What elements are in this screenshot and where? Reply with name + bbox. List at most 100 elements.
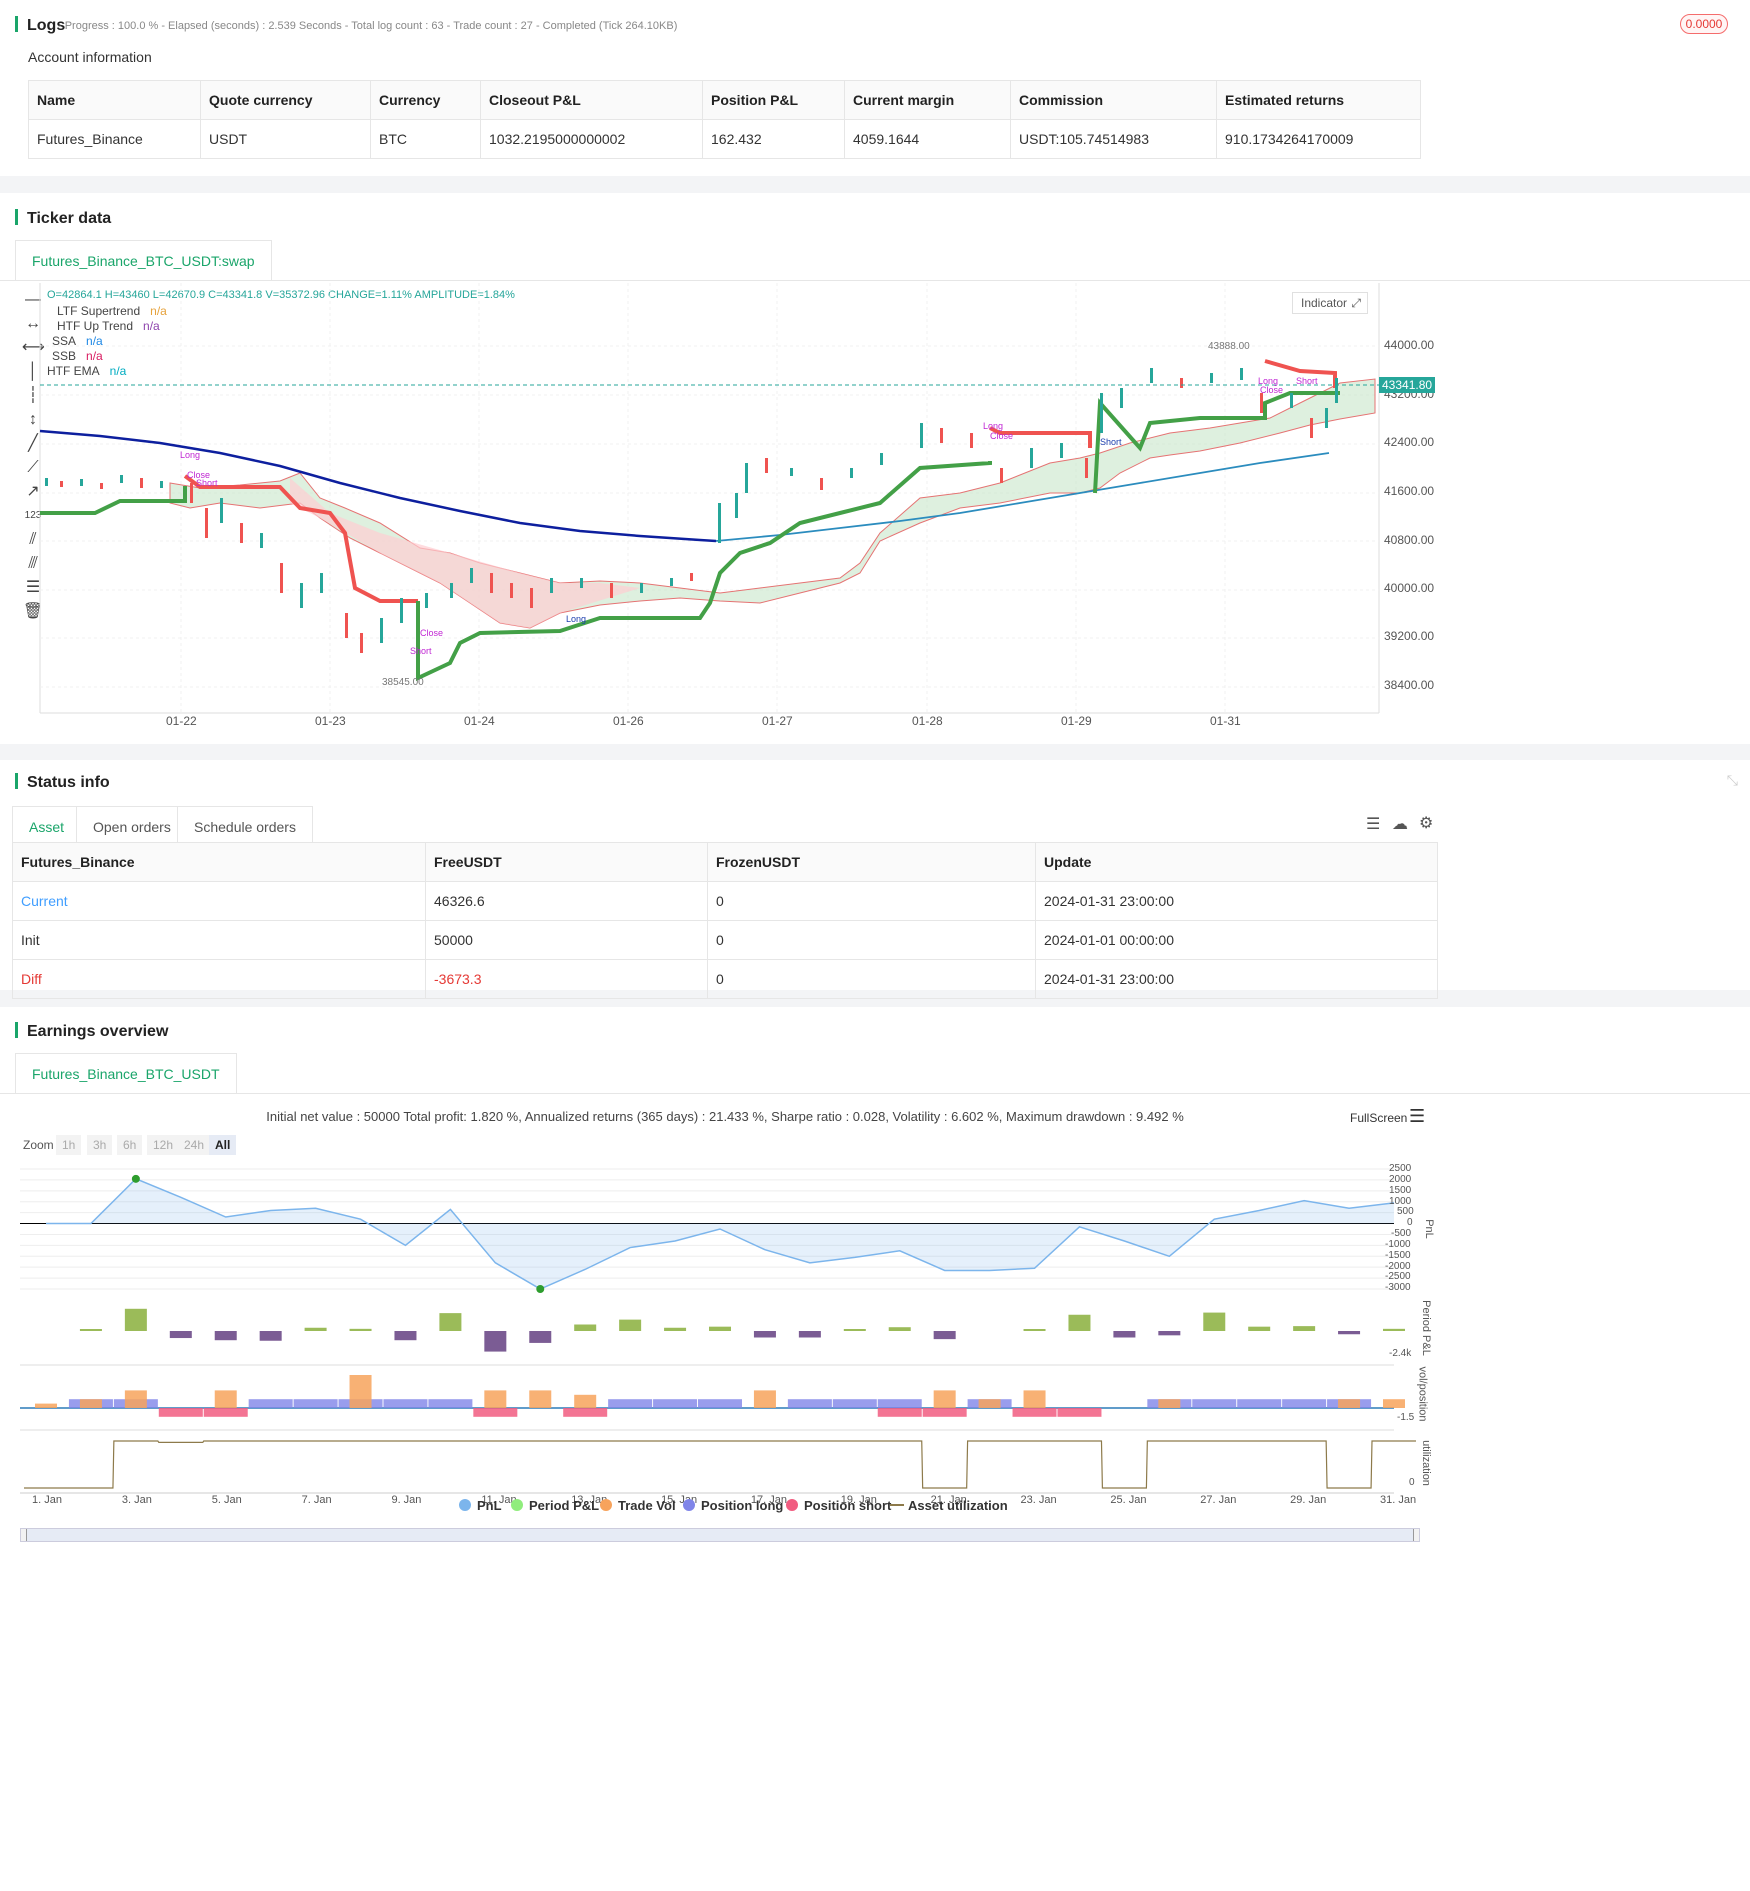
segment-icon[interactable]: ⟷ xyxy=(22,339,45,356)
account-cell: 4059.1644 xyxy=(844,119,1011,159)
navigator-handle-left[interactable] xyxy=(21,1529,27,1541)
position-short-bar xyxy=(203,1408,248,1417)
account-cell: USDT:105.74514983 xyxy=(1010,119,1217,159)
last-price-tag: 43341.80 xyxy=(1379,377,1436,393)
legend-dot-icon xyxy=(459,1499,471,1511)
zoom-1h-button[interactable]: 1h xyxy=(56,1135,82,1155)
account-cell: 162.432 xyxy=(702,119,845,159)
pnl-axis-tick: -2500 xyxy=(1385,1271,1411,1282)
trade-vol-bar xyxy=(574,1394,597,1408)
trade-marker-label: Short xyxy=(1100,437,1122,447)
pnl-line xyxy=(46,1177,1395,1290)
date-tick: 01-27 xyxy=(762,714,793,728)
legend-period-pnl[interactable]: Period P&L xyxy=(511,1498,599,1513)
pnl-axis-tick: -500 xyxy=(1391,1228,1412,1239)
tab-ticker-symbol[interactable]: Futures_Binance_BTC_USDT:swap xyxy=(15,240,272,280)
zoom-12h-button[interactable]: 12h xyxy=(147,1135,180,1155)
cloud-download-icon[interactable]: ☁ xyxy=(1392,816,1408,833)
asset-cell: 0 xyxy=(707,881,1036,921)
vol-axis-min: -1.5 xyxy=(1397,1412,1415,1423)
date-tick: 01-26 xyxy=(613,714,644,728)
trend-line-icon[interactable]: ╱ xyxy=(28,435,38,452)
position-short-bar xyxy=(877,1408,922,1417)
menu-icon[interactable]: ☰ xyxy=(1409,1106,1426,1126)
price-tick: 41600.00 xyxy=(1384,484,1435,498)
asset-table: Futures_Binance FreeUSDT FrozenUSDT Upda… xyxy=(12,842,1438,999)
period-pnl-bar xyxy=(888,1327,911,1331)
navigator-handle-right[interactable] xyxy=(1413,1529,1419,1541)
account-cell: 910.1734264170009 xyxy=(1216,119,1421,159)
asset-cell: 50000 xyxy=(425,920,708,960)
period-pnl-bar xyxy=(1158,1331,1181,1336)
asset-cell: 0 xyxy=(707,959,1036,999)
tab-underline xyxy=(0,280,1750,281)
pnl-axis-tick: 1000 xyxy=(1389,1196,1412,1207)
asset-cell: 2024-01-31 23:00:00 xyxy=(1035,959,1438,999)
position-long-bar xyxy=(832,1399,877,1408)
period-pnl-bar xyxy=(439,1313,462,1331)
price-line-icon[interactable]: 123 xyxy=(24,510,42,521)
table-row: Diff -3673.3 0 2024-01-31 23:00:00 xyxy=(12,959,1438,999)
vertical-segment-icon[interactable]: ┆ xyxy=(28,387,38,404)
horizontal-ray-icon[interactable]: ↔ xyxy=(25,315,41,332)
tab-schedule-orders[interactable]: Schedule orders xyxy=(177,806,313,846)
vertical-line-icon[interactable]: │ xyxy=(28,363,38,380)
zoom-24h-button[interactable]: 24h xyxy=(178,1135,211,1155)
legend-trade-vol[interactable]: Trade Vol xyxy=(600,1498,676,1513)
period-pnl-bar xyxy=(1023,1329,1046,1331)
horizontal-line-icon[interactable]: — xyxy=(25,291,41,308)
account-cell: 1032.2195000000002 xyxy=(480,119,703,159)
collapse-icon[interactable]: ⤡ xyxy=(1726,772,1738,788)
tab-open-orders[interactable]: Open orders xyxy=(76,806,188,846)
expand-icon[interactable]: ⤢ xyxy=(1351,296,1361,310)
logs-badge: 0.0000 xyxy=(1680,14,1728,34)
asset-header: Futures_Binance xyxy=(12,842,426,882)
pnl-min-point xyxy=(536,1285,545,1293)
period-pnl-bar xyxy=(304,1327,327,1331)
high-price-label: 43888.00 xyxy=(1208,341,1250,352)
channel-icon[interactable]: ⫻ xyxy=(28,555,38,572)
trade-vol-bar xyxy=(978,1399,1001,1408)
account-header: Commission xyxy=(1010,80,1217,120)
vertical-ray-icon[interactable]: ↕ xyxy=(29,411,37,428)
legend-position-long[interactable]: Position long xyxy=(683,1498,783,1513)
ray-line-icon[interactable]: ⟋ xyxy=(27,459,39,476)
table-row: Futures_Binance USDT BTC 1032.2195000000… xyxy=(28,119,1421,159)
legend-position-short[interactable]: Position short xyxy=(786,1498,891,1513)
navigator-scrollbar[interactable] xyxy=(20,1528,1420,1542)
zoom-6h-button[interactable]: 6h xyxy=(117,1135,143,1155)
trade-marker-label: Close xyxy=(420,628,444,638)
zoom-all-button[interactable]: All xyxy=(209,1135,237,1155)
arrow-line-icon[interactable]: ↗ xyxy=(26,483,40,500)
period-pnl-bar xyxy=(124,1308,147,1331)
price-tick: 39200.00 xyxy=(1384,629,1435,643)
parallel-line-icon[interactable]: ⫽ xyxy=(29,531,37,548)
account-cell: USDT xyxy=(200,119,371,159)
period-pnl-bar xyxy=(933,1331,956,1340)
legend-asset-utilization[interactable]: Asset utilization xyxy=(890,1498,1008,1513)
candlestick-chart[interactable] xyxy=(0,283,1750,733)
price-tick: 40800.00 xyxy=(1384,533,1435,547)
pnl-axis-tick: 500 xyxy=(1397,1206,1414,1217)
fullscreen-button[interactable]: FullScreen xyxy=(1350,1111,1408,1125)
asset-header: Update xyxy=(1035,842,1438,882)
settings-gear-icon[interactable]: ⚙ xyxy=(1419,815,1434,832)
zoom-3h-button[interactable]: 3h xyxy=(87,1135,113,1155)
earnings-chart[interactable] xyxy=(0,1160,1750,1560)
asset-row-label[interactable]: Current xyxy=(12,881,426,921)
pnl-axis-tick: 1500 xyxy=(1389,1185,1412,1196)
date-axis-tick: 9. Jan xyxy=(391,1494,422,1506)
tab-earnings-symbol[interactable]: Futures_Binance_BTC_USDT xyxy=(15,1053,237,1093)
delete-icon[interactable]: 🗑 xyxy=(22,603,44,620)
pnl-area xyxy=(46,1178,1394,1289)
ticker-panel: Ticker data Futures_Binance_BTC_USDT:swa… xyxy=(0,193,1750,744)
period-pnl-bar xyxy=(1338,1331,1361,1335)
indicator-button[interactable]: Indicator ⤢ xyxy=(1292,292,1368,314)
legend-ltf-supertrend: LTF Supertrend n/a xyxy=(57,304,167,318)
fibonacci-icon[interactable]: ☰ xyxy=(25,579,41,596)
tab-asset[interactable]: Asset xyxy=(12,806,82,846)
list-icon[interactable]: ☰ xyxy=(1366,816,1381,833)
legend-pnl[interactable]: PnL xyxy=(459,1498,502,1513)
period-pnl-bar xyxy=(79,1329,102,1331)
position-short-bar xyxy=(563,1408,608,1417)
